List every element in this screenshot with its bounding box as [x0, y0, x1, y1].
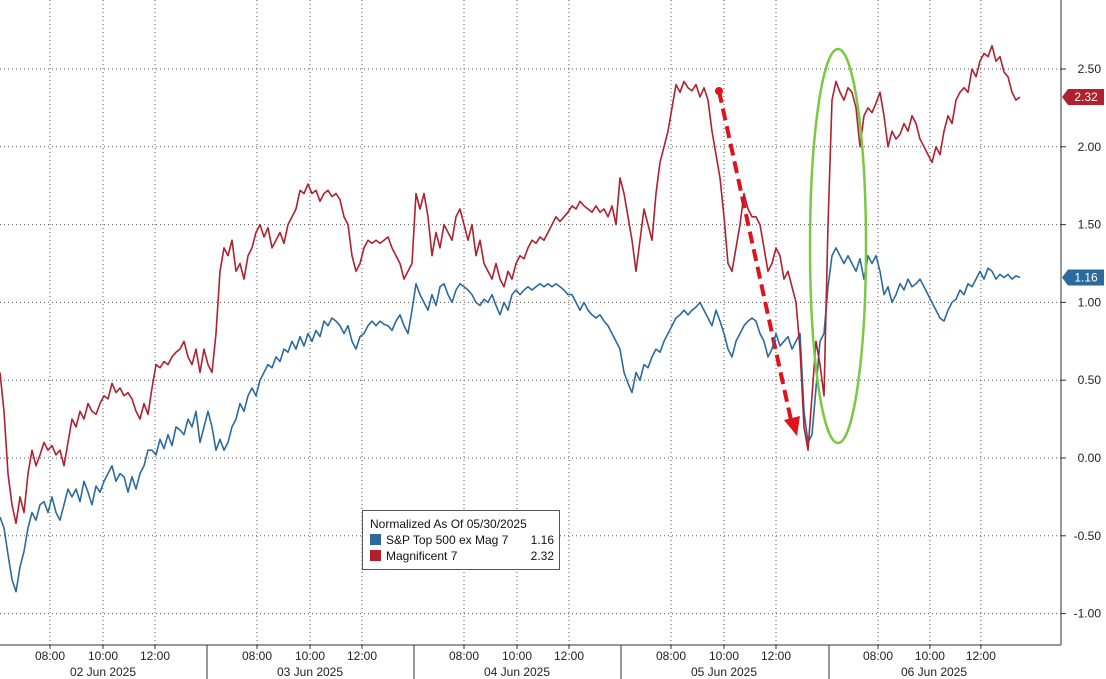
annotation-ellipse — [808, 47, 868, 445]
legend-value-spx: 1.16 — [530, 533, 554, 547]
grid — [0, 0, 1061, 645]
axes — [0, 0, 1066, 679]
y-tick-label: 1.50 — [1078, 218, 1102, 232]
y-tick-label: 1.00 — [1078, 295, 1102, 309]
series — [0, 44, 1021, 593]
x-date-label: 03 Jun 2025 — [277, 665, 343, 679]
legend: Normalized As Of 05/30/2025 S&P Top 500 … — [362, 510, 560, 570]
x-time-label: 08:00 — [449, 649, 479, 663]
last-value-tag-spx-text: 1.16 — [1074, 271, 1098, 285]
legend-name-spx: S&P Top 500 ex Mag 7 — [386, 533, 509, 547]
line-spx — [0, 247, 1021, 593]
y-axis-labels: 2.50 2.00 1.50 1.00 0.50 0.00 -0.50 -1.00 — [1074, 62, 1102, 621]
x-time-label: 10:00 — [502, 649, 532, 663]
y-tick-label: -1.00 — [1074, 607, 1102, 621]
legend-entry-spx: S&P Top 500 ex Mag 7 1.16 — [370, 533, 554, 548]
annotation-arrow-dot — [715, 87, 723, 95]
legend-swatch-mag7 — [370, 550, 381, 561]
x-date-label: 02 Jun 2025 — [70, 665, 136, 679]
last-value-tags: 1.16 2.32 — [1062, 89, 1104, 286]
annotations — [715, 87, 800, 436]
last-value-tag-spx-bg — [1062, 269, 1104, 286]
annotation-arrow-head — [784, 416, 800, 436]
x-axis-labels: 08:00 10:00 12:00 02 Jun 2025 08:00 10:00 12:0… — [35, 649, 996, 679]
x-time-label: 10:00 — [88, 649, 118, 663]
x-time-label: 12:00 — [761, 649, 791, 663]
legend-swatch-spx — [370, 534, 381, 545]
y-tick-label: 0.00 — [1078, 451, 1102, 465]
legend-title: Normalized As Of 05/30/2025 — [370, 517, 527, 531]
last-value-tag-mag7-text: 2.32 — [1074, 90, 1098, 104]
x-date-label: 05 Jun 2025 — [691, 665, 757, 679]
x-time-label: 10:00 — [709, 649, 739, 663]
x-time-label: 08:00 — [242, 649, 272, 663]
legend-value-mag7: 2.32 — [530, 549, 554, 563]
x-time-label: 12:00 — [347, 649, 377, 663]
last-value-tag-mag7: 2.32 — [1062, 89, 1104, 106]
line-mag7 — [0, 44, 1021, 525]
y-tick-label: 2.00 — [1078, 140, 1102, 154]
last-value-tag-mag7-bg — [1062, 89, 1104, 106]
y-tick-label: -0.50 — [1074, 529, 1102, 543]
x-time-label: 10:00 — [915, 649, 945, 663]
x-time-label: 12:00 — [966, 649, 996, 663]
y-tick-label: 0.50 — [1078, 373, 1102, 387]
x-date-label: 06 Jun 2025 — [901, 665, 967, 679]
annotation-arrow-shaft — [717, 90, 793, 421]
x-time-label: 08:00 — [35, 649, 65, 663]
x-date-label: 04 Jun 2025 — [484, 665, 550, 679]
x-time-label: 12:00 — [140, 649, 170, 663]
legend-name-mag7: Magnificent 7 — [386, 549, 458, 563]
x-time-label: 10:00 — [295, 649, 325, 663]
x-time-label: 08:00 — [656, 649, 686, 663]
legend-entry-mag7: Magnificent 7 2.32 — [370, 549, 554, 564]
last-value-tag-spx: 1.16 — [1062, 269, 1104, 286]
x-time-label: 12:00 — [554, 649, 584, 663]
x-time-label: 08:00 — [863, 649, 893, 663]
y-tick-label: 2.50 — [1078, 62, 1102, 76]
